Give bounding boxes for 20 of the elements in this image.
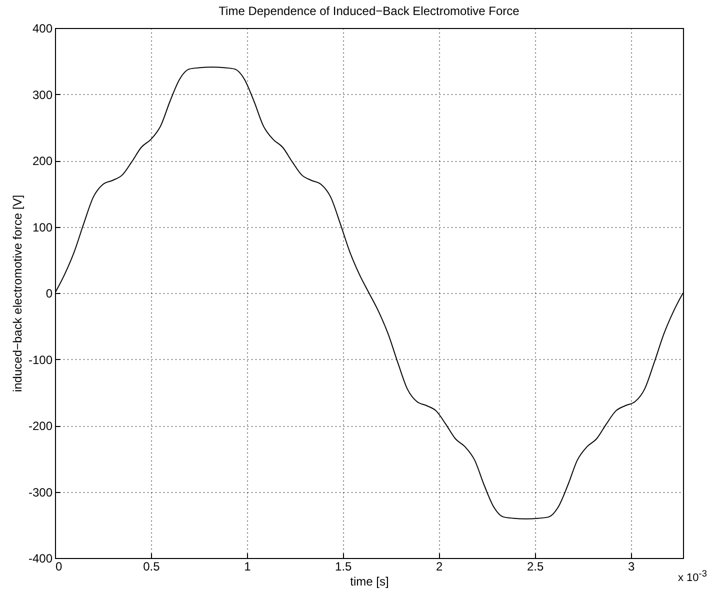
y-tick-label: 300 <box>32 88 53 102</box>
y-tick-label: -300 <box>28 485 53 500</box>
text: x 10$^{-3}$ <box>678 568 707 584</box>
x-axis-title: time [s] <box>350 574 389 588</box>
x-tick-label: 2 <box>436 560 444 574</box>
y-tick-label: -200 <box>28 419 53 433</box>
chart-title: Time Dependence of Induced−Back Electromotive Force <box>218 4 520 18</box>
x-tick-label: 3 <box>628 560 635 574</box>
y-tick-label: 200 <box>32 154 53 168</box>
x-tick-label: 0.5 <box>143 560 160 574</box>
y-axis-title: induced−back electromotive force [V] <box>10 194 24 392</box>
y-tick-label: -400 <box>28 552 53 566</box>
x-tick-label: 2.5 <box>526 560 544 574</box>
y-tick-label: -100 <box>28 352 53 367</box>
x-tick-label: 1.5 <box>335 560 352 574</box>
y-tick-label: 100 <box>32 220 53 234</box>
y-tick-label: 0 <box>46 286 53 300</box>
x-tick-label: 1 <box>244 560 252 574</box>
y-tick-label: 400 <box>32 22 53 36</box>
x-tick-label: 0 <box>56 560 62 574</box>
